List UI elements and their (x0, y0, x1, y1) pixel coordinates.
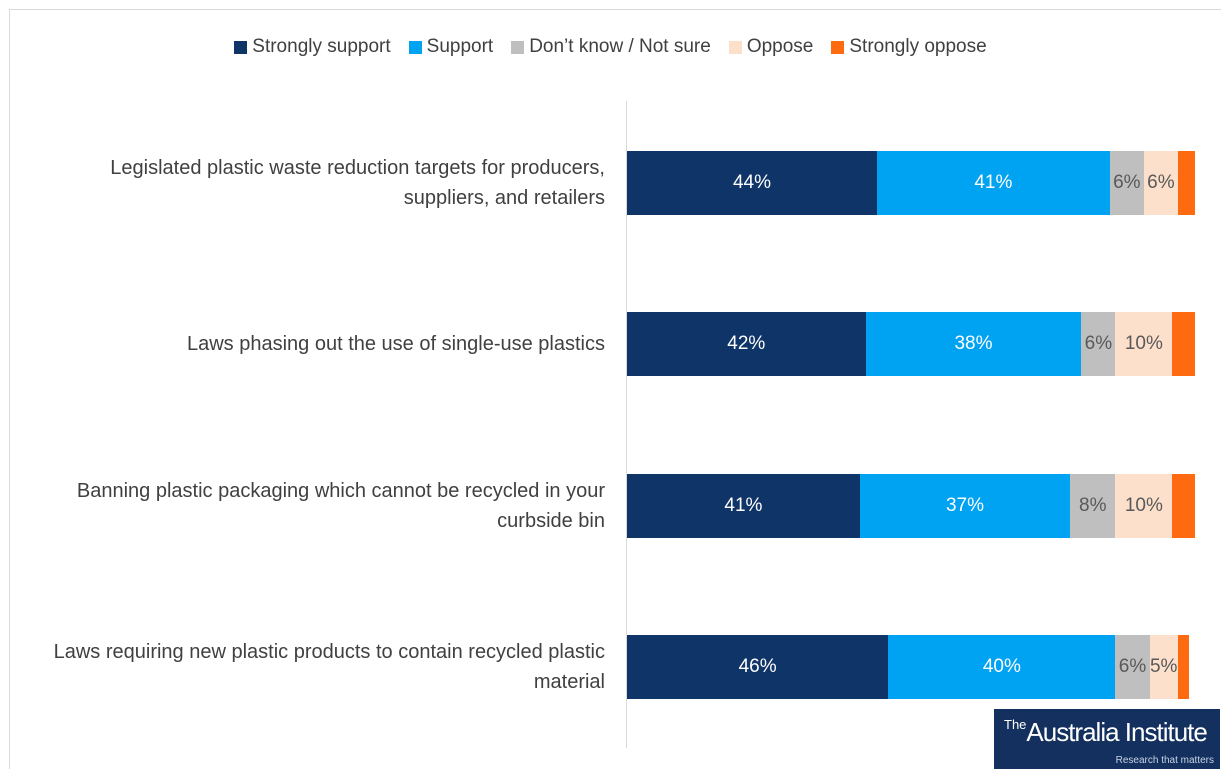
data-label: 42% (727, 333, 766, 354)
data-label: 38% (954, 333, 993, 354)
bar-segment: 44% (627, 151, 877, 215)
legend-item: Oppose (728, 36, 814, 58)
category-label: Laws phasing out the use of single-use p… (186, 333, 605, 355)
legend-swatch (728, 40, 742, 54)
bar-segment: 37% (859, 474, 1071, 538)
category-axis-line (626, 101, 627, 748)
category-label: Laws requiring new plastic products to c… (53, 641, 605, 693)
data-label: 6% (1147, 172, 1175, 193)
bar-segment: 6% (1081, 312, 1116, 376)
legend-swatch (234, 40, 248, 54)
bar-segment (1172, 312, 1195, 376)
legend-label: Don’t know / Not sure (529, 36, 711, 57)
logo-tagline: Research that matters (1115, 755, 1214, 766)
category-label: Banning plastic packaging which cannot b… (76, 480, 605, 532)
bar-segment (1172, 474, 1195, 538)
legend-swatch (511, 40, 525, 54)
bar-segment: 6% (1143, 151, 1178, 215)
stacked-bar: 46% 40% 6% 5% (627, 635, 1195, 699)
bar-segment: 10% (1115, 474, 1173, 538)
data-label: 41% (974, 172, 1013, 193)
australia-institute-logo: TheAustralia Institute Research that mat… (994, 709, 1220, 769)
data-label: 6% (1113, 172, 1141, 193)
legend-label: Strongly oppose (849, 36, 987, 57)
legend-item: Strongly oppose (831, 36, 987, 58)
data-label: 5% (1149, 656, 1178, 677)
legend-label: Support (426, 36, 494, 57)
bar-segment: 40% (888, 635, 1116, 699)
data-label: 8% (1079, 495, 1107, 516)
bar-segment: 5% (1149, 635, 1178, 699)
data-label: 41% (724, 495, 763, 516)
data-label: 44% (732, 172, 771, 193)
bar-segment: 6% (1115, 635, 1150, 699)
stacked-bar: 42% 38% 6% 10% (627, 312, 1195, 376)
bar-segment: 10% (1115, 312, 1173, 376)
legend-item: Support (408, 36, 494, 58)
data-label: 10% (1124, 495, 1163, 516)
legend-label: Oppose (746, 36, 814, 57)
legend-swatch (408, 40, 422, 54)
data-label: 10% (1124, 333, 1163, 354)
data-label: 37% (945, 495, 984, 516)
data-label: 40% (982, 656, 1021, 677)
data-label: 6% (1084, 333, 1113, 354)
chart-frame (9, 9, 1221, 769)
bar-segment: 38% (865, 312, 1082, 376)
legend-swatch (831, 40, 845, 54)
stacked-bar: 41% 37% 8% 10% (627, 474, 1195, 538)
bar-segment: 6% (1109, 151, 1144, 215)
chart-legend: Strongly support Support Don’t know / Not … (0, 36, 1221, 58)
bar-segment: 8% (1070, 474, 1116, 538)
legend-label: Strongly support (252, 36, 391, 57)
bar-segment: 42% (627, 312, 866, 376)
stacked-bar: 44% 41% 6% 6% (627, 151, 1195, 215)
legend-item: Don’t know / Not sure (511, 36, 711, 58)
bar-segment (1177, 151, 1195, 215)
logo-wordmark: TheAustralia Institute (1004, 717, 1208, 747)
bar-segment (1177, 635, 1190, 699)
bar-segment: 46% (627, 635, 889, 699)
legend-item: Strongly support (234, 36, 391, 58)
bar-segment: 41% (876, 151, 1110, 215)
data-label: 6% (1118, 656, 1147, 677)
category-label: Legislated plastic waste reduction targe… (110, 157, 605, 209)
bar-segment: 41% (627, 474, 860, 538)
data-label: 46% (738, 656, 777, 677)
